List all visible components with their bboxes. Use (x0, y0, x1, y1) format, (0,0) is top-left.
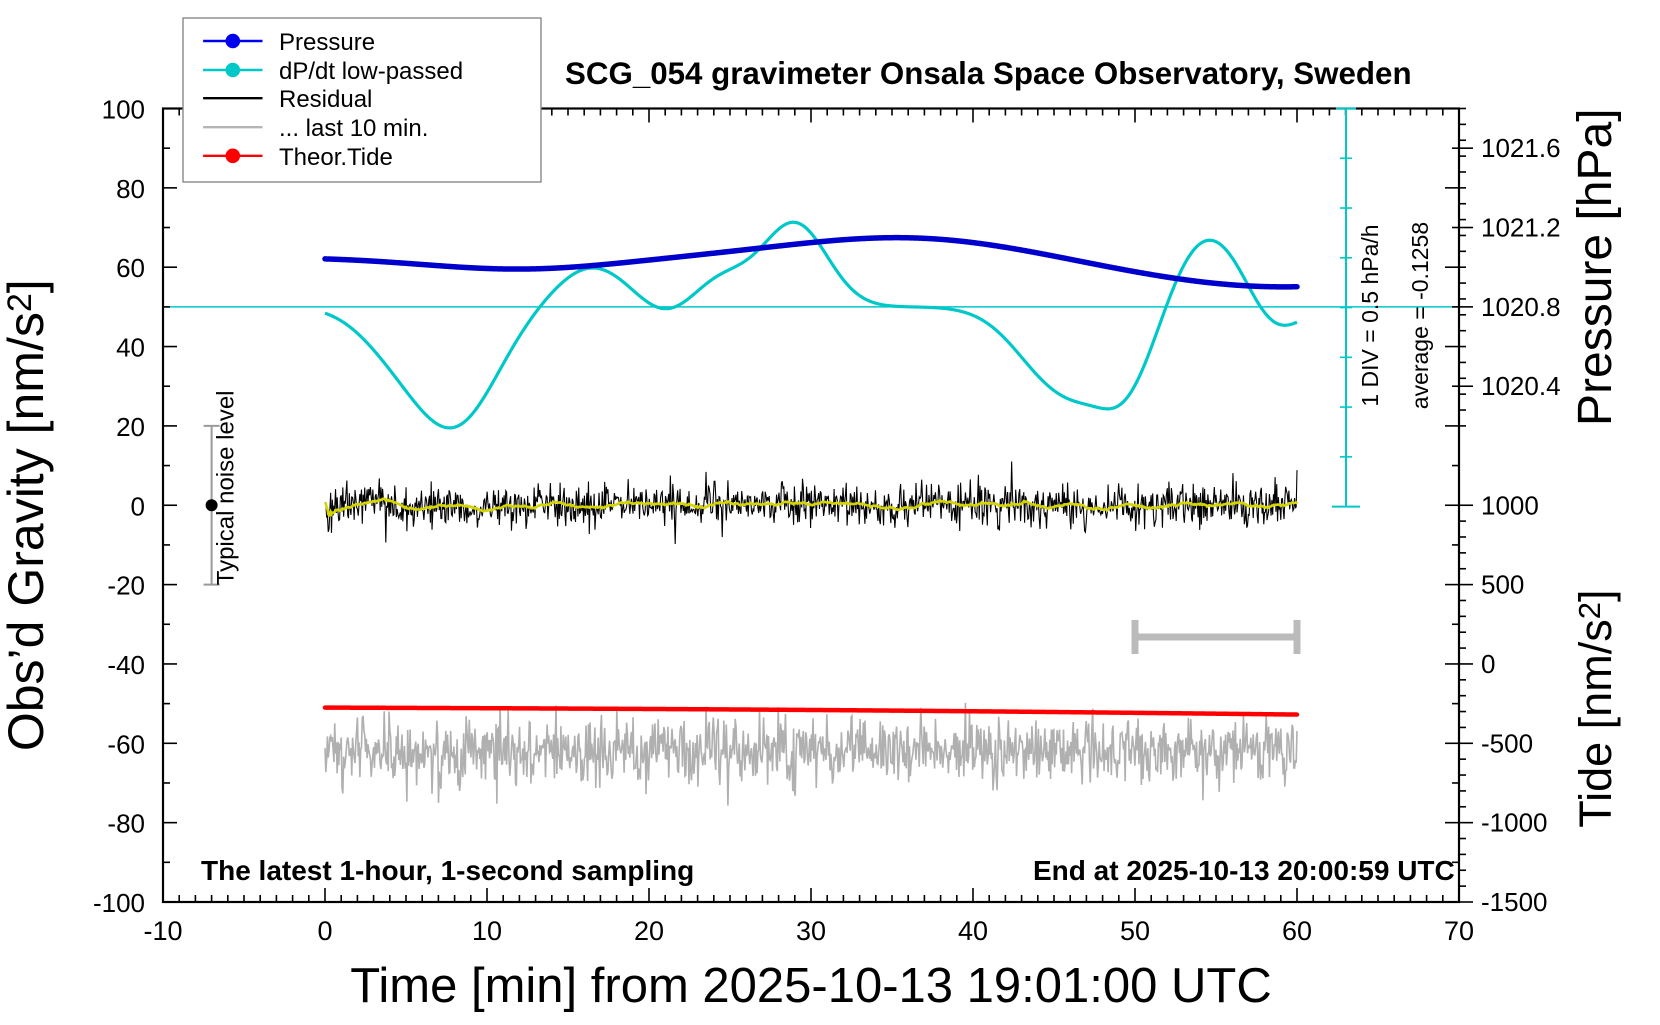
svg-text:dP/dt low-passed: dP/dt low-passed (279, 58, 463, 85)
svg-text:Residual: Residual (279, 86, 372, 113)
svg-text:Time [min] from 2025-10-13 19:: Time [min] from 2025-10-13 19:01:00 UTC (350, 959, 1271, 1013)
svg-text:-40: -40 (107, 650, 145, 680)
svg-text:1020.4: 1020.4 (1481, 371, 1561, 401)
svg-text:-10: -10 (143, 916, 182, 946)
svg-text:The latest 1-hour, 1-second sa: The latest 1-hour, 1-second sampling (201, 855, 694, 886)
svg-text:-80: -80 (107, 809, 145, 839)
svg-text:50: 50 (1120, 916, 1150, 946)
svg-text:1 DIV = 0.5 hPa/h: 1 DIV = 0.5 hPa/h (1357, 224, 1383, 406)
svg-text:1021.6: 1021.6 (1481, 133, 1561, 163)
svg-text:60: 60 (116, 253, 145, 283)
svg-text:Obs’d Gravity [nm/s2]: Obs’d Gravity [nm/s2] (0, 279, 54, 751)
svg-text:20: 20 (634, 916, 664, 946)
svg-text:1020.8: 1020.8 (1481, 292, 1561, 322)
svg-text:40: 40 (958, 916, 988, 946)
svg-text:1000: 1000 (1481, 490, 1539, 520)
svg-text:80: 80 (116, 174, 145, 204)
svg-text:10: 10 (472, 916, 502, 946)
svg-text:-500: -500 (1481, 728, 1533, 758)
svg-text:1021.2: 1021.2 (1481, 213, 1561, 243)
svg-text:Theor.Tide: Theor.Tide (279, 144, 393, 171)
svg-text:Typical noise level: Typical noise level (213, 390, 240, 585)
svg-text:Pressure [hPa]: Pressure [hPa] (1569, 108, 1622, 425)
svg-text:60: 60 (1282, 916, 1312, 946)
svg-text:20: 20 (116, 412, 145, 442)
svg-text:SCG_054 gravimeter Onsala Spac: SCG_054 gravimeter Onsala Space Observat… (565, 56, 1412, 91)
svg-text:-100: -100 (93, 888, 145, 918)
svg-text:100: 100 (102, 95, 145, 125)
svg-text:-60: -60 (107, 729, 145, 759)
svg-text:70: 70 (1444, 916, 1474, 946)
svg-text:0: 0 (131, 491, 145, 521)
svg-text:... last 10 min.: ... last 10 min. (279, 115, 428, 142)
svg-text:40: 40 (116, 333, 145, 363)
svg-text:30: 30 (796, 916, 826, 946)
svg-text:-20: -20 (107, 571, 145, 601)
svg-text:-1000: -1000 (1481, 808, 1548, 838)
svg-text:End at 2025-10-13 20:00:59 UTC: End at 2025-10-13 20:00:59 UTC (1033, 855, 1455, 886)
svg-text:Tide [nm/s2]: Tide [nm/s2] (1570, 590, 1621, 828)
svg-text:500: 500 (1481, 570, 1524, 600)
svg-text:-1500: -1500 (1481, 887, 1548, 917)
svg-text:Pressure: Pressure (279, 29, 375, 56)
svg-text:0: 0 (317, 916, 332, 946)
svg-text:average = -0.1258: average = -0.1258 (1407, 222, 1433, 409)
svg-text:0: 0 (1481, 649, 1495, 679)
